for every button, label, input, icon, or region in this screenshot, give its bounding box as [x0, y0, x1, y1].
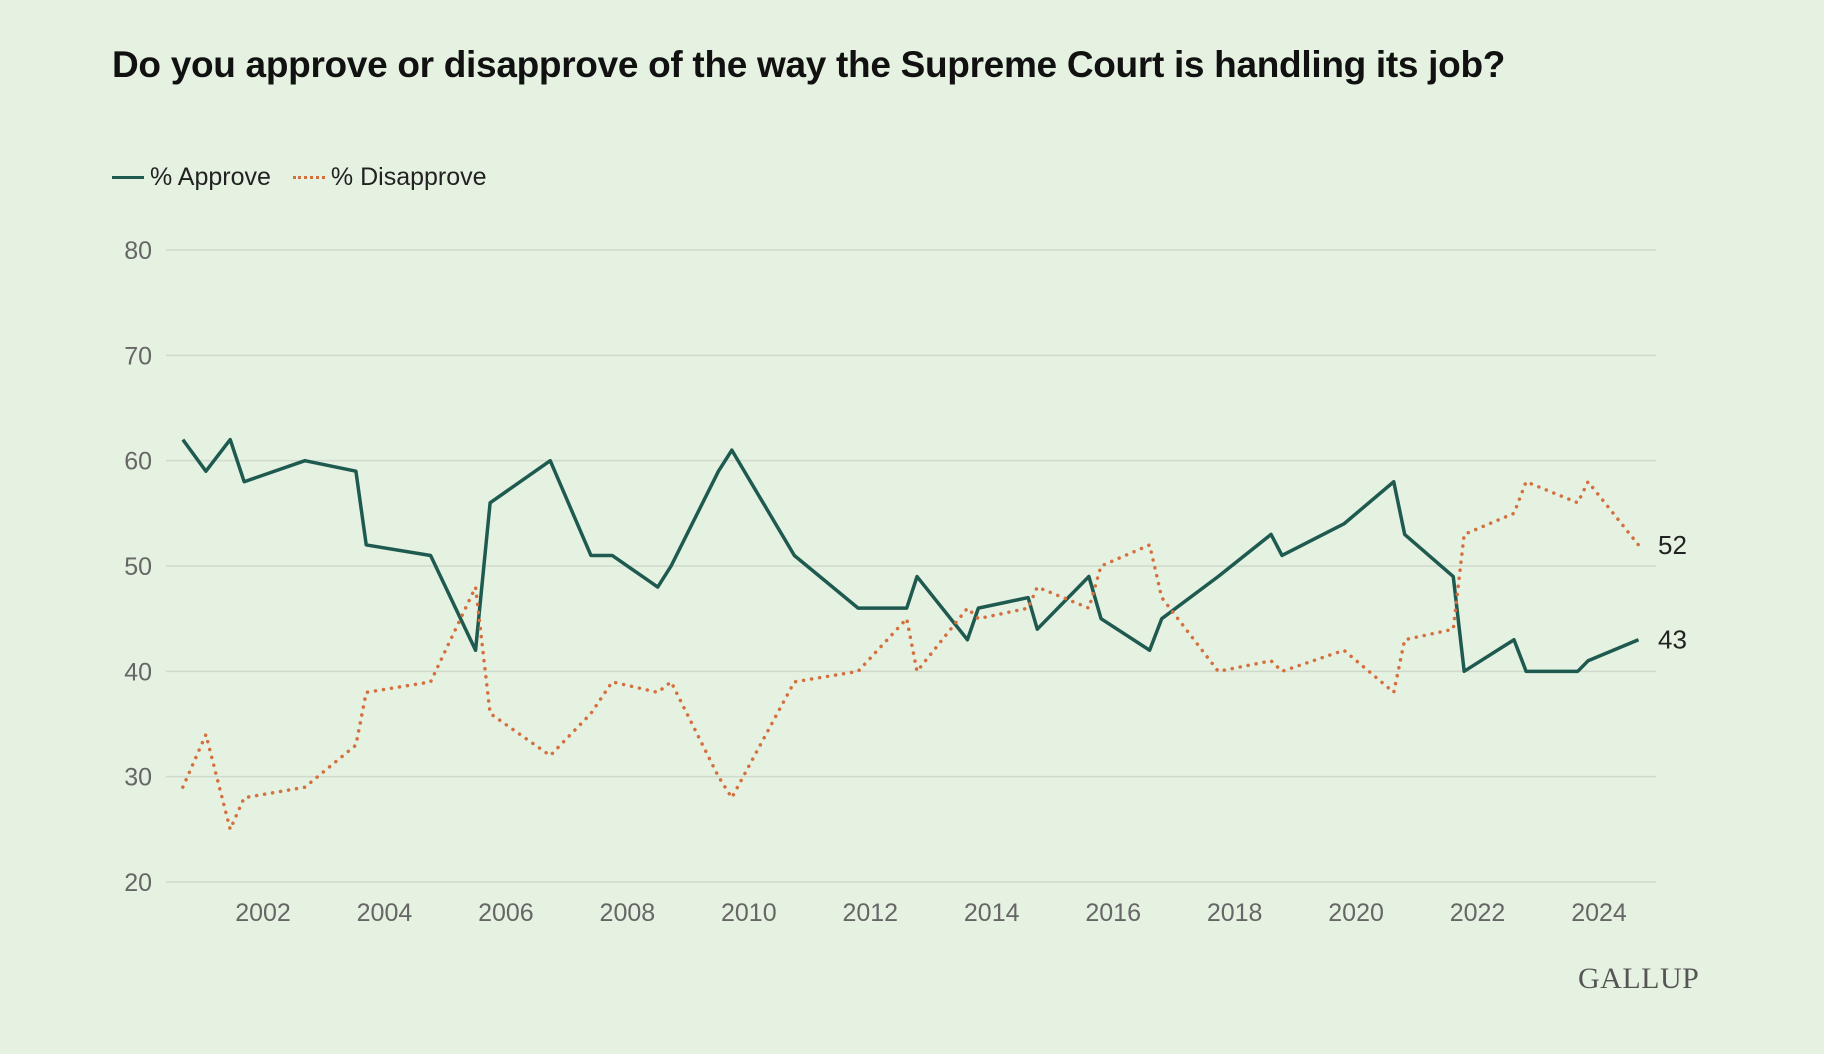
x-tick-label: 2018	[1207, 899, 1263, 927]
y-tick-label: 40	[124, 658, 152, 686]
legend: % Approve % Disapprove	[112, 163, 509, 192]
y-tick-label: 20	[124, 869, 152, 897]
y-tick-label: 70	[124, 342, 152, 370]
legend-item-disapprove: % Disapprove	[292, 163, 487, 192]
x-tick-label: 2014	[964, 899, 1020, 927]
y-tick-label: 60	[124, 448, 152, 476]
y-tick-label: 80	[124, 237, 152, 265]
x-tick-label: 2012	[842, 899, 898, 927]
x-tick-label: 2020	[1328, 899, 1384, 927]
approve-line	[181, 437, 1640, 674]
x-tick-label: 2008	[600, 899, 656, 927]
legend-label-disapprove: % Disapprove	[330, 163, 487, 191]
legend-item-approve: % Approve	[112, 163, 271, 192]
x-tick-label: 2022	[1450, 899, 1506, 927]
x-tick-label: 2004	[357, 899, 413, 927]
legend-swatch-disapprove	[292, 176, 325, 179]
y-tick-label: 50	[124, 553, 152, 581]
legend-swatch-approve	[112, 176, 144, 179]
x-tick-label: 2016	[1085, 899, 1141, 927]
y-tick-label: 30	[124, 764, 152, 792]
chart-title: Do you approve or disapprove of the way …	[112, 44, 1506, 85]
x-tick-label: 2002	[235, 899, 291, 927]
legend-label-approve: % Approve	[150, 163, 271, 191]
approve-end-label: 43	[1658, 625, 1687, 655]
x-tick-label: 2024	[1571, 899, 1627, 927]
disapprove-end-label: 52	[1658, 530, 1687, 560]
gallup-logo: GALLUP	[1578, 962, 1700, 995]
x-tick-label: 2006	[478, 899, 534, 927]
x-tick-label: 2010	[721, 899, 777, 927]
